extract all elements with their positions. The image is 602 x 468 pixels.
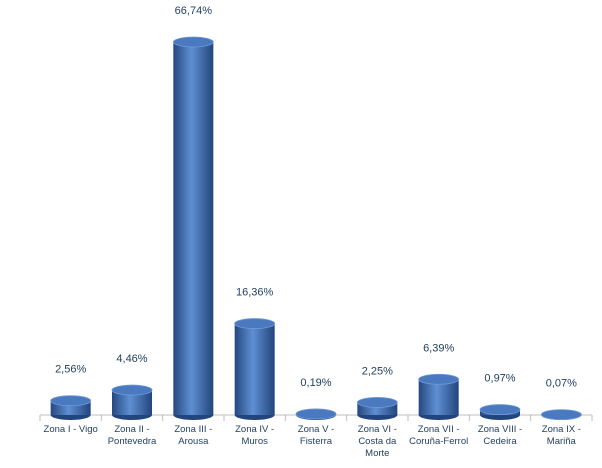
bar-cap bbox=[418, 373, 460, 385]
value-label: 0,07% bbox=[546, 378, 577, 390]
bar-cap bbox=[234, 318, 276, 329]
x-tick-label: Zona VIII - Cedeira bbox=[477, 424, 523, 447]
x-tick-label: Zona VI - Costa da Morte bbox=[357, 424, 397, 459]
value-label: 66,74% bbox=[175, 5, 213, 17]
x-tick-label: Zona V - Fisterra bbox=[297, 424, 335, 447]
bar-cap bbox=[540, 409, 582, 421]
value-label: 2,56% bbox=[55, 364, 86, 376]
bar bbox=[234, 323, 275, 415]
value-label: 6,39% bbox=[423, 342, 454, 354]
x-tick-label: Zona IX - Mariña bbox=[541, 424, 581, 447]
x-tick-label: Zona II - Pontevedra bbox=[107, 424, 157, 447]
bar bbox=[418, 379, 459, 415]
value-label: 16,36% bbox=[236, 287, 274, 299]
bar-cap bbox=[479, 404, 521, 415]
x-tick-label: Zona IV - Muros bbox=[235, 424, 275, 447]
x-tick-label: Zona III - Arousa bbox=[174, 424, 213, 447]
bar bbox=[173, 42, 214, 415]
bar-cap bbox=[50, 395, 92, 407]
value-label: 0,97% bbox=[484, 373, 515, 385]
bar-cap bbox=[356, 397, 398, 408]
x-tick-label: Zona VII - Coruña-Ferrol bbox=[409, 424, 469, 447]
bar-cap bbox=[111, 384, 153, 396]
value-label: 4,46% bbox=[116, 353, 147, 365]
value-label: 2,25% bbox=[362, 365, 393, 377]
x-tick-label: Zona I - Vigo bbox=[43, 424, 98, 435]
bar-cap bbox=[295, 408, 337, 420]
bar-cap bbox=[172, 36, 214, 48]
value-label: 0,19% bbox=[300, 377, 331, 389]
